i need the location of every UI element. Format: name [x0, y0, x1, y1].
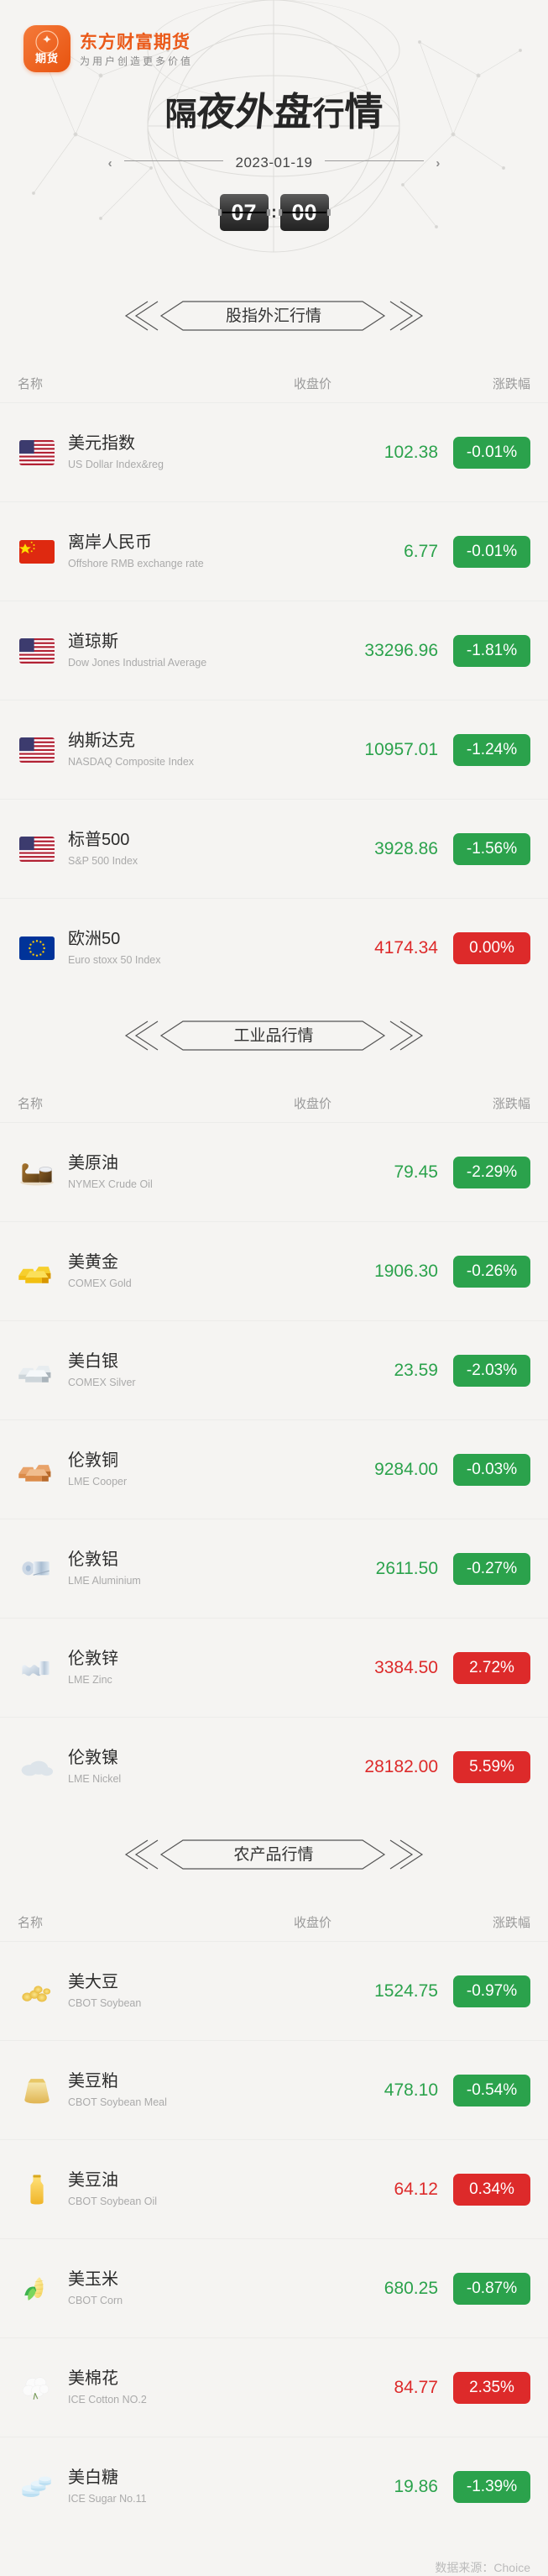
svg-text:工业品行情: 工业品行情	[233, 1026, 313, 1045]
svg-text:股指外汇行情: 股指外汇行情	[226, 307, 321, 325]
svg-text:农产品行情: 农产品行情	[233, 1845, 313, 1864]
